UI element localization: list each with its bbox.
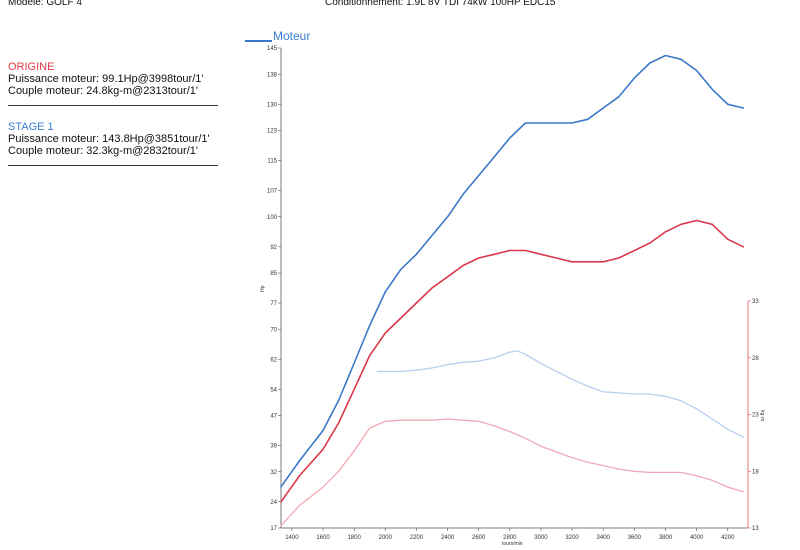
- y-left-tick-label: 24: [270, 500, 277, 506]
- stage-torque: Couple moteur: 32.3kg-m@2832tour/1': [8, 145, 198, 157]
- origin-torque: Couple moteur: 24.8kg-m@2313tour/1': [8, 85, 198, 97]
- series-line-couple-stage-1: [376, 350, 744, 438]
- x-tick-label: 3600: [628, 535, 642, 541]
- y-left-tick-label: 70: [270, 327, 277, 333]
- y-right-tick-label: 28: [752, 356, 759, 362]
- y-left-tick-label: 54: [270, 387, 277, 393]
- x-tick-label: 4000: [690, 535, 704, 541]
- y-left-tick-label: 77: [270, 301, 277, 307]
- x-tick-label: 1400: [285, 535, 299, 541]
- y-right-tick-label: 13: [752, 526, 759, 532]
- origin-divider: [8, 105, 218, 106]
- series-line-puissance-stage-1: [280, 54, 745, 488]
- y-left-tick-label: 123: [267, 129, 278, 135]
- y-left-tick-label: 32: [270, 470, 277, 476]
- legend: Moteur: [245, 29, 310, 43]
- y-right-tick-label: 18: [752, 469, 759, 475]
- x-tick-label: 2600: [472, 535, 486, 541]
- x-tick-label: 3800: [659, 535, 673, 541]
- y-left-tick-label: 85: [270, 271, 277, 277]
- y-left-tick-label: 107: [267, 189, 278, 195]
- y-right-tick-label: 23: [752, 413, 759, 419]
- ticks: 1400 1600 1800 2000 2200 2400 2600 2800 3000 3200…: [267, 46, 759, 541]
- x-tick-label: 2400: [441, 535, 455, 541]
- y-left-tick-label: 47: [270, 414, 277, 420]
- y-left-tick-label: 100: [267, 215, 278, 221]
- y-axis-left-label: Hp: [260, 285, 266, 292]
- y-left-tick-label: 92: [270, 245, 277, 251]
- x-tick-label: 1600: [316, 535, 330, 541]
- y-left-tick-label: 39: [270, 444, 277, 450]
- origin-block: ORIGINE Puissance moteur: 99.1Hp@3998tou…: [8, 61, 218, 106]
- x-tick-label: 1800: [347, 535, 361, 541]
- x-tick-label: 2000: [379, 535, 393, 541]
- y-left-tick-label: 138: [267, 72, 278, 78]
- y-left-tick-label: 115: [267, 159, 277, 165]
- x-tick-label: 4200: [721, 535, 735, 541]
- y-axis-right-label: kg·m: [759, 410, 765, 421]
- y-right-tick-label: 33: [752, 299, 759, 305]
- y-left-tick-label: 62: [270, 357, 277, 363]
- origin-power: Puissance moteur: 99.1Hp@3998tour/1': [8, 73, 204, 85]
- x-tick-label: 3400: [597, 535, 611, 541]
- legend-label: Moteur: [273, 29, 310, 43]
- stage-block: STAGE 1 Puissance moteur: 143.8Hp@3851to…: [8, 121, 218, 166]
- x-axis-label: tours/min: [502, 541, 523, 547]
- origin-title: ORIGINE: [8, 61, 55, 73]
- stage-power: Puissance moteur: 143.8Hp@3851tour/1': [8, 133, 210, 145]
- x-tick-label: 3000: [534, 535, 548, 541]
- stage-title: STAGE 1: [8, 121, 54, 133]
- series-line-puissance-origine: [280, 219, 745, 503]
- stage-divider: [8, 165, 218, 166]
- y-left-tick-label: 145: [267, 46, 278, 52]
- x-tick-label: 2800: [503, 535, 517, 541]
- series: [280, 54, 745, 527]
- config-label: Conditionnement: 1.9L 8V TDI 74kW 100HP …: [325, 0, 556, 8]
- y-left-tick-label: 17: [270, 526, 277, 532]
- model-label: Modèle: GOLF 4: [8, 0, 82, 8]
- x-tick-label: 3200: [565, 535, 579, 541]
- series-line-couple-origine: [280, 418, 744, 527]
- x-tick-label: 2200: [410, 535, 424, 541]
- y-left-tick-label: 130: [267, 102, 278, 108]
